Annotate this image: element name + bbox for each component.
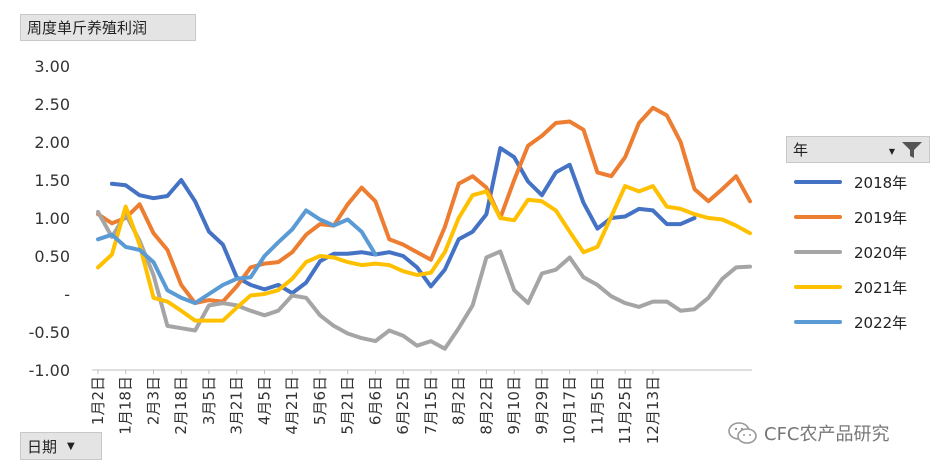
x-tick-label: 1月18日 [117, 376, 135, 435]
x-tick-label: 5月6日 [311, 376, 329, 425]
x-tick-label: 6月25日 [394, 376, 412, 435]
y-tick-label: -1.00 [29, 361, 70, 380]
dropdown-arrow-icon: ▼ [67, 440, 75, 452]
legend-swatch [794, 180, 842, 184]
legend-swatch [794, 250, 842, 254]
legend-item: 2020年 [794, 240, 907, 264]
series-line-2021年 [96, 184, 752, 323]
legend-label: 2022年 [854, 313, 908, 332]
x-tick-label: 2月18日 [172, 376, 190, 435]
x-tick-label: 10月17日 [561, 376, 579, 444]
x-tick-label: 12月13日 [644, 376, 662, 444]
y-tick-label: 0.50 [34, 247, 70, 266]
x-tick-label: 1月2日 [89, 376, 107, 425]
x-tick-label: 4月21日 [283, 376, 301, 435]
chart-title: 周度单斤养殖利润 [27, 19, 148, 37]
wechat-icon [728, 422, 757, 444]
y-tick-label: 1.50 [34, 171, 70, 190]
legend-item: 2018年 [794, 170, 907, 194]
y-tick-label: 1.00 [34, 209, 70, 228]
legend-label: 2020年 [854, 243, 908, 262]
x-tick-label: 11月5日 [588, 376, 606, 435]
legend-label: 2018年 [854, 173, 908, 192]
x-tick-label: 7月15日 [422, 376, 440, 435]
x-tick-label: 5月21日 [339, 376, 357, 435]
series-line-2022年 [96, 208, 378, 306]
x-tick-label: 4月5日 [255, 376, 273, 425]
series-line-2019年 [96, 105, 752, 306]
legend-item: 2019年 [794, 205, 907, 229]
legend-field-label: 年 [793, 141, 809, 159]
legend-swatch [794, 215, 842, 219]
watermark: CFC农产品研究 [728, 420, 890, 446]
y-tick-label: - [64, 285, 70, 304]
series-line-2020年 [96, 209, 752, 351]
y-tick-label: 3.00 [34, 57, 70, 76]
legend-swatch [794, 285, 842, 289]
x-tick-label: 8月22日 [477, 376, 495, 435]
x-tick-label: 11月25日 [616, 376, 634, 444]
legend-field-button[interactable]: 年 ▼ [786, 136, 930, 163]
x-axis-field-label: 日期 [27, 437, 58, 456]
legend-label: 2021年 [854, 278, 908, 297]
x-tick-label: 3月5日 [200, 376, 218, 425]
y-tick-label: -0.50 [29, 323, 70, 342]
x-tick-label: 6月6日 [366, 376, 384, 425]
y-tick-label: 2.00 [34, 133, 70, 152]
watermark-text: CFC农产品研究 [764, 424, 890, 445]
legend-label: 2019年 [854, 208, 908, 227]
legend: 年 ▼ 2018年 2019年 2020年 2021年 2022年 [784, 136, 932, 332]
legend-item: 2022年 [794, 310, 907, 334]
filter-icon[interactable] [901, 141, 923, 163]
legend-swatch [794, 320, 842, 324]
x-tick-label: 2月3日 [144, 376, 162, 425]
dropdown-arrow-icon[interactable]: ▼ [888, 147, 895, 156]
x-tick-label: 3月21日 [228, 376, 246, 435]
x-tick-label: 8月2日 [450, 376, 468, 425]
legend-item: 2021年 [794, 275, 907, 299]
x-tick-label: 9月29日 [533, 376, 551, 435]
series-line-2018年 [109, 146, 697, 296]
chart-title-field-button[interactable]: 周度单斤养殖利润 [20, 14, 196, 41]
x-axis-field-button[interactable]: 日期 ▼ [20, 432, 102, 460]
x-tick-label: 9月10日 [505, 376, 523, 435]
y-tick-label: 2.50 [34, 95, 70, 114]
